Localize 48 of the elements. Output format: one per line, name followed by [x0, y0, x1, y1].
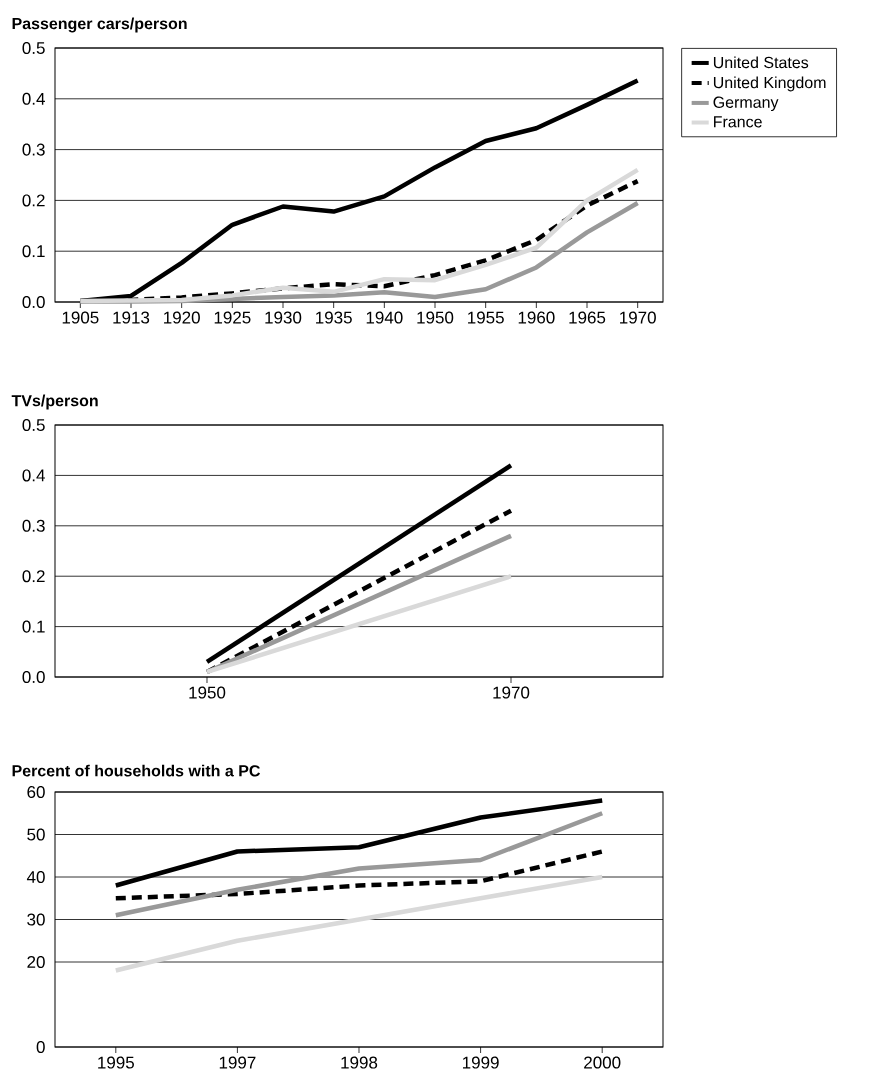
y-tick-label: 0.2 [22, 570, 45, 583]
x-tick-label: 1955 [468, 311, 504, 324]
x-tick-label: 1970 [620, 311, 656, 324]
line-series [113, 849, 605, 901]
x-tick-label: 1913 [113, 311, 150, 324]
y-tick-label: 0.4 [22, 92, 45, 105]
x-tick-label: 1925 [214, 311, 251, 324]
x-tick-label: 1995 [98, 1056, 134, 1069]
x-tick-label: 1999 [462, 1056, 499, 1069]
y-tick-label: 20 [27, 955, 45, 969]
x-tick-label: 1965 [569, 311, 606, 324]
line-series [113, 874, 605, 973]
y-tick-label: 0.0 [22, 670, 45, 684]
y-tick-label: 0.1 [22, 245, 45, 258]
y-tick-label: 0.1 [22, 620, 45, 633]
y-tick-label: 0.3 [22, 519, 45, 532]
x-tick-label: 1930 [265, 311, 302, 324]
x-tick-label: 1940 [366, 311, 403, 324]
legend-label: United Kingdom [713, 76, 826, 92]
legend-label: France [714, 116, 762, 128]
x-tick-label: 1935 [316, 311, 352, 324]
line-series [113, 798, 605, 888]
x-tick-label: 1950 [417, 311, 454, 324]
x-tick-label: 1920 [164, 311, 200, 324]
x-tick-label: 2000 [584, 1056, 621, 1069]
x-tick-label: 1905 [62, 311, 99, 324]
y-tick-label: 0.3 [22, 143, 45, 156]
y-tick-label: 30 [27, 913, 45, 926]
x-tick-label: 1970 [493, 686, 530, 699]
legend-label: United States [713, 56, 809, 69]
y-tick-label: 0 [36, 1040, 45, 1054]
chart-title: Passenger cars/person [12, 17, 187, 33]
y-tick-label: 0.4 [22, 469, 45, 482]
x-tick-label: 1998 [341, 1056, 378, 1069]
chart-title: Percent of households with a PC [12, 764, 261, 777]
y-tick-label: 60 [27, 785, 45, 799]
y-tick-label: 0.0 [22, 295, 45, 309]
y-tick-label: 40 [26, 870, 45, 884]
y-tick-label: 0.5 [22, 41, 45, 55]
x-tick-label: 1950 [189, 686, 226, 699]
legend-label: Germany [713, 96, 779, 112]
y-tick-label: 50 [27, 828, 45, 841]
x-tick-label: 1960 [518, 311, 555, 324]
x-tick-label: 1997 [219, 1056, 256, 1069]
y-tick-label: 0.2 [22, 194, 45, 207]
line-series [113, 811, 605, 918]
chart-title: TVs/person [11, 394, 98, 410]
y-tick-label: 0.5 [22, 418, 45, 432]
